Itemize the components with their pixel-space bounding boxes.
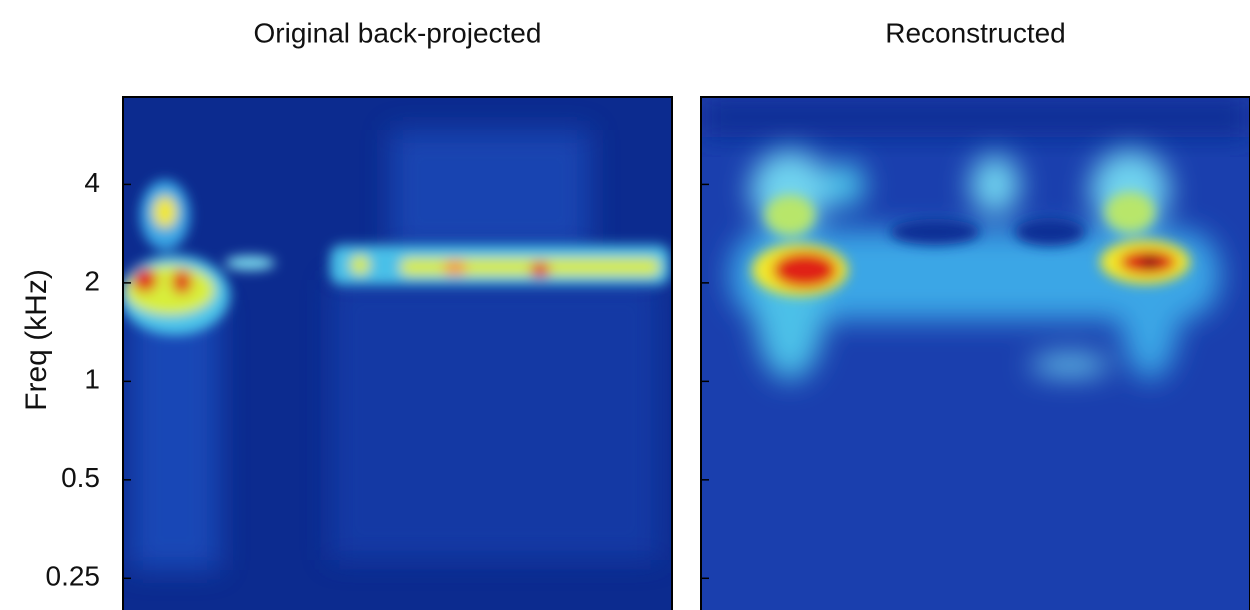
y-tick-label: 4 [84, 167, 100, 198]
y-tick-label: 2 [84, 265, 100, 296]
heatmap-left [123, 97, 672, 610]
axes-frame [122, 96, 673, 610]
panel-title: Original back-projected [254, 17, 542, 48]
y-tick-label: 0.25 [46, 561, 101, 592]
heatmap-right [701, 97, 1250, 610]
y-tick-label: 0.5 [61, 462, 100, 493]
y-axis-label: Freq (kHz) [20, 269, 53, 411]
axes-frame [700, 96, 1250, 610]
panel-title: Reconstructed [885, 17, 1066, 48]
y-tick-label: 1 [84, 364, 100, 395]
